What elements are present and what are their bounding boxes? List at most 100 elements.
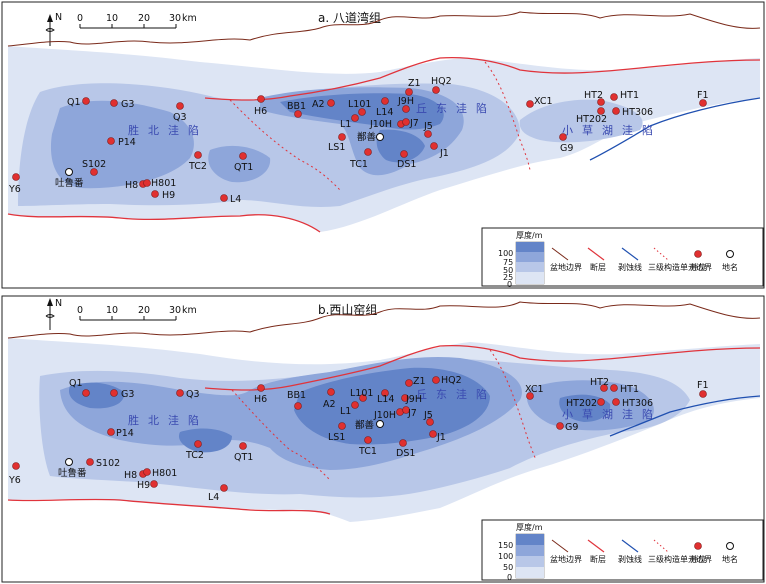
- well-label: L14: [377, 394, 394, 405]
- region-label: 丘东洼陷: [416, 387, 496, 401]
- well-marker: [402, 105, 410, 113]
- scale-tick: 30: [169, 305, 181, 316]
- well-label: J1: [439, 148, 449, 159]
- well-marker: [143, 468, 151, 476]
- well-label: A2: [312, 99, 325, 110]
- well-marker: [610, 384, 618, 392]
- basin-boundary: [7, 11, 761, 47]
- scale-tick: 20: [138, 13, 150, 24]
- place-marker: [376, 420, 384, 428]
- well-marker: [429, 430, 437, 438]
- scale-unit: km: [182, 305, 197, 316]
- well-label: J10H: [369, 119, 392, 130]
- scale-tick: 0: [77, 13, 83, 24]
- well-label: L101: [350, 388, 373, 399]
- region-label: 胜北洼陷: [128, 123, 208, 137]
- well-label: J5: [423, 410, 433, 421]
- well-marker: [364, 436, 372, 444]
- well-label: H8: [125, 180, 138, 191]
- well-marker: [327, 99, 335, 107]
- well-label: Z1: [413, 376, 426, 387]
- erosion-swatch: [621, 247, 639, 261]
- legend-tick: 100: [498, 552, 513, 561]
- well-label: LS1: [328, 142, 345, 153]
- north-label: N: [55, 12, 62, 23]
- well-marker: [358, 108, 366, 116]
- well-marker: [351, 401, 359, 409]
- well-label: L1: [340, 119, 351, 130]
- erosion-line: [609, 395, 761, 437]
- legend-item: 地名: [722, 262, 738, 272]
- structure-boundary: [484, 61, 531, 171]
- well-label: DS1: [396, 448, 415, 459]
- region-label: 小草湖洼陷: [562, 123, 662, 137]
- well-label: TC1: [349, 159, 368, 170]
- well-label: HT1: [620, 384, 639, 395]
- well-label: BB1: [287, 101, 306, 112]
- well-label: BB1: [287, 390, 306, 401]
- well-label: XC1: [534, 96, 553, 107]
- well-marker: [107, 428, 115, 436]
- well-label: HT306: [622, 398, 653, 409]
- well-label: HT202: [576, 114, 607, 125]
- legend-tick: 50: [503, 563, 513, 572]
- well-label: F1: [697, 380, 709, 391]
- well-label: HT306: [622, 107, 653, 118]
- legend-tick: 75: [503, 258, 513, 267]
- well-marker: [150, 480, 158, 488]
- well-marker: [359, 394, 367, 402]
- legend-item: 三级构造单元边界: [648, 554, 712, 564]
- well-marker: [110, 389, 118, 397]
- well-label: G3: [121, 389, 134, 400]
- scale-tick: 10: [106, 305, 118, 316]
- well-marker: [597, 107, 605, 115]
- well-marker: [257, 95, 265, 103]
- well-label: H801: [151, 178, 176, 189]
- legend-tick: 0: [507, 280, 512, 289]
- well-label: Y6: [8, 184, 21, 195]
- legend: 厚度/m 100 75 50 25 0 盆地边界 断层 剥蚀线 三级构造单元边界…: [481, 227, 764, 289]
- legend-item: 井位: [690, 262, 706, 272]
- well-label: S102: [82, 159, 106, 170]
- well-label: J7: [407, 408, 417, 419]
- region-label: 丘东洼陷: [416, 101, 496, 115]
- well-marker: [338, 133, 346, 141]
- well-label: Q1: [69, 378, 83, 389]
- well-label: HQ2: [431, 76, 452, 87]
- well-marker: [699, 99, 707, 107]
- place-label: 吐鲁番: [55, 177, 84, 189]
- well-label: Q3: [173, 112, 187, 123]
- fault-line: [204, 56, 761, 101]
- well-marker: [400, 150, 408, 158]
- panel-title: a. 八道湾组: [318, 10, 381, 25]
- well-marker: [381, 97, 389, 105]
- north-label: N: [55, 298, 62, 309]
- well-label: H801: [152, 468, 177, 479]
- north-arrow-icon: [45, 298, 55, 330]
- thickness-band-50-mid: [208, 145, 271, 183]
- well-label: DS1: [397, 159, 416, 170]
- well-marker: [399, 439, 407, 447]
- well-marker: [526, 100, 534, 108]
- well-marker: [338, 422, 346, 430]
- well-marker: [405, 379, 413, 387]
- well-label: H9: [137, 480, 150, 491]
- region-label: 胜北洼陷: [128, 413, 208, 427]
- well-label: HT202: [566, 398, 597, 409]
- well-marker: [556, 422, 564, 430]
- legend: 厚度/m 150 100 50 0 盆地边界 断层 剥蚀线 三级构造单元边界 井…: [481, 519, 764, 582]
- thickness-band-150-west: [68, 382, 125, 409]
- well-label: L4: [208, 492, 219, 503]
- legend-tick: 25: [503, 273, 513, 282]
- legend-item: 剥蚀线: [618, 262, 642, 272]
- well-marker: [426, 418, 434, 426]
- well-marker: [239, 152, 247, 160]
- well-marker: [381, 389, 389, 397]
- legend-item: 盆地边界: [550, 262, 582, 272]
- legend-title: 厚度/m: [516, 230, 543, 240]
- well-marker: [151, 190, 159, 198]
- place-label: 鄯善: [355, 419, 375, 431]
- well-marker: [610, 93, 618, 101]
- well-label: H6: [254, 394, 267, 405]
- scale-bar: [79, 316, 177, 321]
